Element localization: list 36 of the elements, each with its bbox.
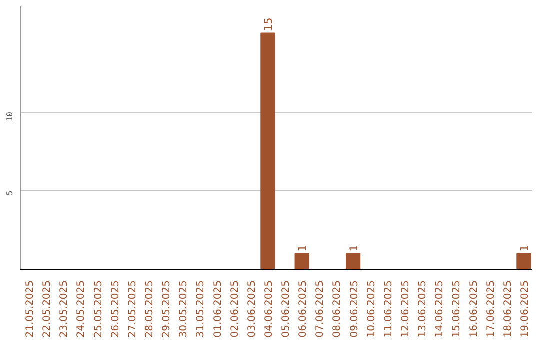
x-tick-label: 04.06.2025 [264, 280, 275, 338]
x-tick-label: 21.05.2025 [25, 280, 36, 338]
x-tick-label: 24.05.2025 [76, 280, 88, 338]
x-tick-label: 22.05.2025 [42, 280, 54, 338]
y-tick-label: 5 [6, 190, 14, 196]
y-tick-label: 10 [6, 112, 14, 122]
data-label: 1 [296, 244, 310, 252]
data-label: 1 [518, 244, 531, 252]
x-tick-label: 27.05.2025 [127, 280, 138, 338]
x-tick-label: 07.06.2025 [315, 280, 326, 338]
x-tick-label: 08.06.2025 [332, 280, 344, 338]
data-label: 1 [347, 244, 360, 252]
x-tick-label: 15.06.2025 [452, 280, 463, 338]
x-tick-label: 29.05.2025 [162, 280, 173, 338]
x-tick-label: 14.06.2025 [434, 280, 446, 338]
data-label: 15 [262, 18, 275, 32]
x-tick-label: 12.06.2025 [400, 280, 412, 338]
x-tick-label: 01.06.2025 [212, 280, 224, 338]
x-tick-label: 05.06.2025 [281, 280, 292, 338]
x-tick-label: 26.05.2025 [110, 280, 122, 338]
x-tick-label: 30.05.2025 [178, 280, 190, 338]
x-tick-label: 16.06.2025 [468, 280, 480, 338]
x-tick-label: 28.05.2025 [144, 280, 156, 338]
x-tick-label: 25.05.2025 [93, 280, 104, 338]
x-tick-label: 31.05.2025 [196, 280, 207, 338]
x-tick-label: 18.06.2025 [502, 280, 514, 338]
x-tick-label: 17.06.2025 [486, 280, 497, 338]
x-tick-label: 13.06.2025 [418, 280, 429, 338]
x-tick-label: 23.05.2025 [59, 280, 70, 338]
x-tick-label: 03.06.2025 [246, 280, 258, 338]
x-tick-label: 19.06.2025 [520, 280, 531, 338]
x-tick-label: 02.06.2025 [230, 280, 241, 338]
x-tick-label: 06.06.2025 [298, 280, 310, 338]
x-tick-label: 11.06.2025 [383, 280, 394, 338]
x-tick-label: 10.06.2025 [366, 280, 378, 338]
x-tick-label: 09.06.2025 [349, 280, 360, 338]
